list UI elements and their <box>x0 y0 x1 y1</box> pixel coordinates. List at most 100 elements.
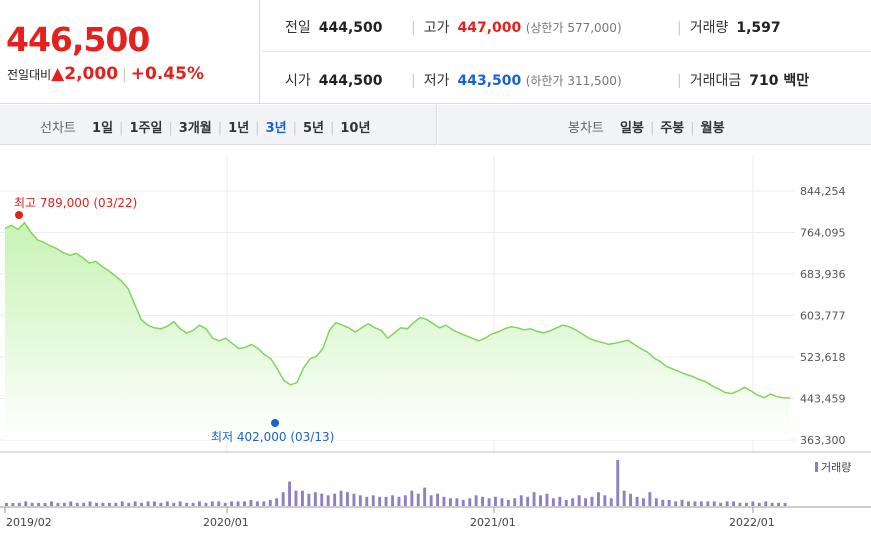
chart-tabs: 선차트 1일 | 1주일 | 3개월 | 1년 | 3년 | 5년 | 10년 봉차트 일봉 | 주봉 | 월봉 <box>0 105 871 145</box>
up-arrow-icon: ▲ <box>51 64 65 84</box>
price-line <box>4 221 791 399</box>
volume-bar <box>30 502 34 506</box>
y-tick-label: 363,300 <box>800 434 846 447</box>
line-chart-label: 선차트 <box>40 121 76 136</box>
tab-divider: | <box>255 121 260 136</box>
volume-bar <box>11 502 15 506</box>
tab-divider: | <box>217 121 223 136</box>
volume-bar <box>545 493 549 506</box>
volume-bar <box>403 495 407 506</box>
tab-candle-2[interactable]: 월봉 <box>700 121 725 136</box>
volume-bar <box>436 493 439 506</box>
volume-bar <box>75 502 79 506</box>
volume-bar <box>301 490 304 506</box>
volume-bar <box>745 502 748 506</box>
volume-bar <box>50 501 53 506</box>
tab-line-0[interactable]: 1일 <box>92 121 114 136</box>
volume-bar <box>571 498 575 506</box>
tab-line-3[interactable]: 1년 <box>228 121 250 136</box>
volume-bar <box>204 502 208 506</box>
volume-bar <box>513 498 517 506</box>
volume-bar <box>777 502 780 506</box>
volume-bar <box>43 502 47 506</box>
volume-bar <box>687 501 690 506</box>
volume-bar <box>416 493 420 506</box>
volume-bar <box>165 501 169 506</box>
volume-bar <box>551 498 555 506</box>
price-box: 446,500 전일대비▲2,000 | +0.45% <box>0 0 260 104</box>
volume-bar <box>500 498 504 506</box>
volume-bar <box>243 501 246 506</box>
y-tick-label: 523,618 <box>800 351 846 364</box>
volume-bar <box>474 495 478 506</box>
change-percent: +0.45% <box>130 64 204 84</box>
tab-line-1[interactable]: 1주일 <box>129 121 163 136</box>
current-price: 446,500 <box>6 20 150 59</box>
trade-amount: | 거래대금 710 백만 <box>677 73 810 89</box>
volume-bar <box>584 498 587 506</box>
volume-bar <box>616 460 620 506</box>
volume-bar <box>178 501 182 506</box>
tab-candle-0[interactable]: 일봉 <box>620 121 644 136</box>
change-label: 전일대비 <box>7 68 52 82</box>
x-tick-label: 2020/01 <box>203 516 249 529</box>
volume-bar <box>133 501 137 506</box>
volume-bar <box>494 496 497 506</box>
volume-bar <box>397 496 401 506</box>
y-tick-label: 683,936 <box>800 268 846 281</box>
volume-bar <box>236 501 240 506</box>
volume-bar <box>255 501 259 506</box>
tab-line-4[interactable]: 3년 <box>265 121 287 136</box>
volume-bar <box>699 501 703 506</box>
volume-bar <box>223 502 227 506</box>
tab-line-6[interactable]: 10년 <box>340 121 371 136</box>
volume-bar <box>352 493 356 506</box>
volume-bar <box>429 495 433 506</box>
volume-bar <box>217 501 221 506</box>
x-tick-label: 2022/01 <box>729 516 775 529</box>
volume-bar <box>732 501 735 506</box>
volume-bar <box>410 490 414 506</box>
volume-bar <box>719 502 723 506</box>
volume-bar <box>564 499 568 506</box>
volume-bar <box>442 496 446 506</box>
volume-bar <box>210 501 214 506</box>
tab-line-2[interactable]: 3개월 <box>178 121 212 136</box>
volume-bar <box>622 490 626 506</box>
tab-divider: | <box>292 121 297 136</box>
volume-legend-label: 거래량 <box>821 461 851 474</box>
volume-bar <box>17 502 21 506</box>
volume-bar <box>108 502 111 506</box>
volume-bar <box>725 501 729 506</box>
volume-bar <box>294 490 298 506</box>
y-tick-label: 844,254 <box>800 185 846 198</box>
volume-bar <box>526 496 530 506</box>
volume-bar <box>56 502 60 506</box>
volume-bar <box>127 502 131 506</box>
volume-bar <box>326 495 330 506</box>
volume-bar <box>198 501 201 506</box>
y-axis-labels: 844,254 764,095 683,936 603,777 523,618 443,4… <box>800 185 846 447</box>
volume-bar <box>120 501 124 506</box>
volume-bar <box>268 499 272 506</box>
volume-bar <box>288 481 291 506</box>
volume-bar <box>191 502 195 506</box>
volume-bar <box>783 502 787 506</box>
volume-bar <box>558 496 562 506</box>
volume-bar <box>172 502 176 506</box>
volume-bar <box>770 502 774 506</box>
volume-bar <box>69 501 73 506</box>
line-chart-options: 선차트 1일 | 1주일 | 3개월 | 1년 | 3년 | 5년 | 10년 <box>40 117 370 136</box>
volume-bar <box>603 495 607 506</box>
quote-info: 전일 444,500 | 고가 447,000 (상한가 577,000) | 거래량 1… <box>261 0 871 104</box>
tab-line-5[interactable]: 5년 <box>302 121 324 136</box>
high-annotation: 최고 789,000 (03/22) <box>14 196 137 210</box>
tab-candle-1[interactable]: 주봉 <box>660 121 685 136</box>
tab-divider: | <box>329 121 335 136</box>
candle-chart-label: 봉차트 <box>568 121 604 136</box>
high-marker <box>15 211 23 219</box>
volume-bar <box>738 502 742 506</box>
volume-bar <box>461 499 465 506</box>
volume-bar <box>674 501 678 506</box>
volume-bar <box>281 492 285 506</box>
